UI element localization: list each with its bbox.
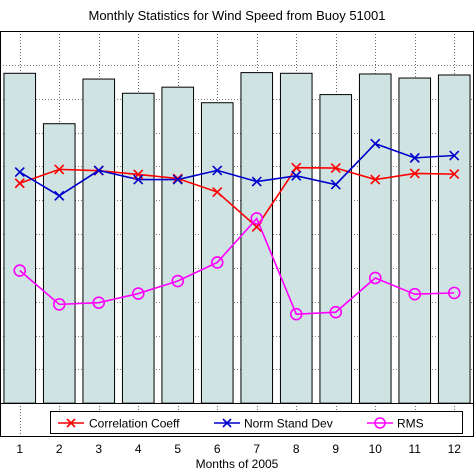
legend-label: Correlation Coeff xyxy=(89,417,180,431)
point-norm-stand-dev xyxy=(409,152,420,163)
point-correlation-coeff xyxy=(330,162,341,174)
bars xyxy=(3,72,471,404)
series-line-rms xyxy=(19,216,455,316)
point-rms xyxy=(447,286,461,300)
legend: Correlation Coeff Norm Stand Dev RMS xyxy=(50,411,463,434)
point-norm-stand-dev xyxy=(291,170,302,181)
x-tick-label: 11 xyxy=(409,442,422,456)
x-marker-stroke xyxy=(54,190,65,201)
x-marker-stroke xyxy=(133,174,144,185)
point-norm-stand-dev xyxy=(172,174,183,185)
point-rms xyxy=(171,274,185,288)
point-norm-stand-dev xyxy=(133,174,144,185)
point-correlation-coeff xyxy=(14,178,25,189)
x-marker-stroke xyxy=(14,178,25,189)
point-rms xyxy=(408,287,422,301)
point-rms xyxy=(329,305,343,319)
legend-item-correlation-coeff: Correlation Coeff xyxy=(58,417,180,431)
x-marker-stroke xyxy=(212,186,223,198)
point-rms xyxy=(52,298,66,311)
point-rms xyxy=(92,296,106,309)
bar xyxy=(240,72,274,404)
bar xyxy=(279,72,313,404)
x-marker-stroke xyxy=(172,174,183,185)
x-marker-stroke xyxy=(370,138,381,149)
x-marker-stroke xyxy=(370,174,381,185)
x-tick-label: 8 xyxy=(293,442,300,456)
bar xyxy=(42,123,76,404)
bar xyxy=(398,77,432,404)
chart-title: Monthly Statistics for Wind Speed from B… xyxy=(89,8,386,23)
x-marker-stroke xyxy=(330,179,341,190)
point-correlation-coeff xyxy=(409,168,420,179)
x-marker-stroke xyxy=(66,418,76,428)
x-tick-label: 10 xyxy=(369,442,383,456)
bar xyxy=(3,72,37,404)
x-marker-stroke xyxy=(449,150,460,161)
x-axis-label: Months of 2005 xyxy=(196,457,279,471)
bar xyxy=(200,102,234,404)
x-marker-stroke xyxy=(291,170,302,181)
bar xyxy=(437,74,471,404)
x-marker-stroke xyxy=(449,169,460,180)
point-norm-stand-dev xyxy=(14,167,25,178)
legend-item-rms: RMS xyxy=(367,417,424,431)
point-norm-stand-dev xyxy=(370,138,381,149)
x-marker-stroke xyxy=(14,167,25,178)
bar xyxy=(82,78,116,404)
series-line-correlation-coeff xyxy=(19,166,455,229)
series-markers xyxy=(13,138,461,321)
point-norm-stand-dev xyxy=(212,165,223,176)
legend-label: RMS xyxy=(397,417,424,431)
point-correlation-coeff xyxy=(449,169,460,180)
x-marker-stroke xyxy=(54,164,65,175)
point-norm-stand-dev xyxy=(251,176,262,187)
x-marker-stroke xyxy=(330,162,341,174)
x-marker-stroke xyxy=(222,418,232,428)
point-correlation-coeff xyxy=(291,162,302,173)
point-rms xyxy=(368,271,382,285)
point-correlation-coeff xyxy=(212,186,223,198)
point-correlation-coeff xyxy=(370,174,381,185)
point-norm-stand-dev xyxy=(330,179,341,190)
legend-label: Norm Stand Dev xyxy=(244,417,333,431)
bar xyxy=(121,92,155,404)
point-rms xyxy=(289,307,303,321)
x-tick-label: 3 xyxy=(95,442,102,456)
x-marker-stroke xyxy=(251,176,262,187)
point-correlation-coeff xyxy=(54,164,65,175)
x-tick-label: 7 xyxy=(253,442,260,456)
point-norm-stand-dev xyxy=(54,190,65,201)
legend-box xyxy=(50,411,463,434)
point-rms xyxy=(131,287,145,300)
x-marker-stroke xyxy=(212,165,223,176)
legend-item-norm-stand-dev: Norm Stand Dev xyxy=(214,417,333,431)
x-tick-label: 6 xyxy=(214,442,221,456)
x-tick-label: 2 xyxy=(56,442,63,456)
legend-marker xyxy=(374,417,386,429)
x-marker-stroke xyxy=(93,165,104,176)
point-rms xyxy=(250,212,264,225)
point-rms xyxy=(13,264,27,277)
point-norm-stand-dev xyxy=(449,150,460,161)
point-rms xyxy=(210,256,224,269)
bar xyxy=(319,94,353,404)
series-line-norm-stand-dev xyxy=(19,142,455,197)
x-tick-label: 9 xyxy=(332,442,339,456)
series-lines xyxy=(19,142,455,316)
x-tick-label: 5 xyxy=(174,442,181,456)
x-tick-labels: 1 2 3 4 5 6 7 8 9 10 11 12 xyxy=(16,442,461,456)
x-tick-label: 1 xyxy=(16,442,23,456)
x-marker-stroke xyxy=(409,168,420,179)
bar xyxy=(161,86,195,404)
x-tick-label: 4 xyxy=(135,442,142,456)
point-norm-stand-dev xyxy=(93,165,104,176)
bar xyxy=(358,73,392,404)
x-marker-stroke xyxy=(291,162,302,173)
x-marker-stroke xyxy=(409,152,420,163)
x-tick-label: 12 xyxy=(448,442,462,456)
